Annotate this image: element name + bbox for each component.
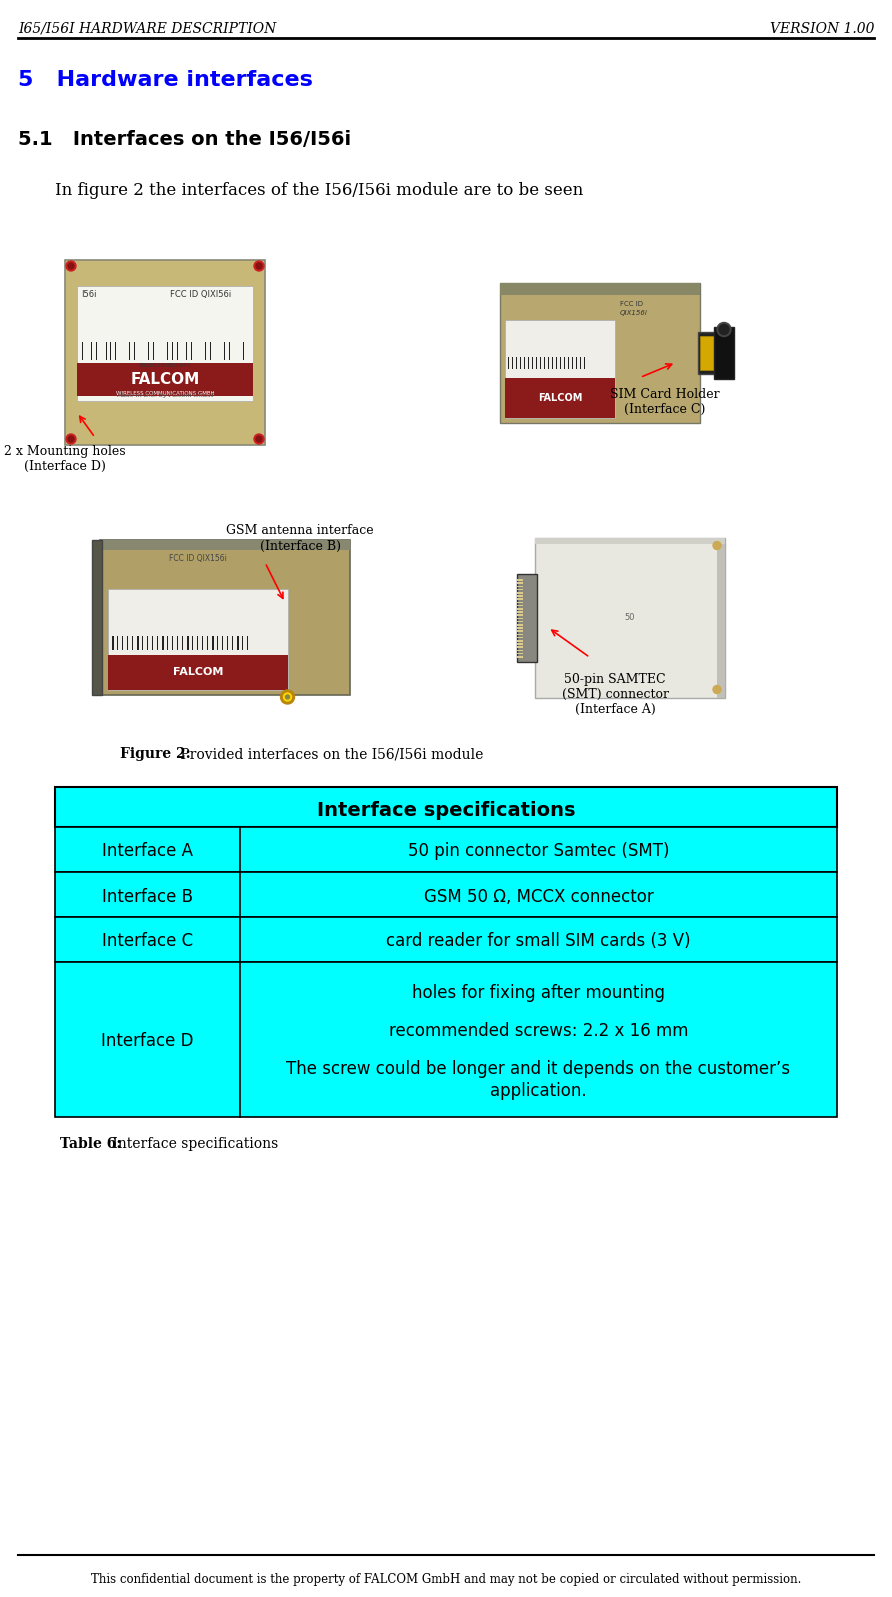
Text: 50-pin SAMTEC
(SMT) connector
(Interface A): 50-pin SAMTEC (SMT) connector (Interface… (561, 672, 668, 715)
Text: GSM 50 Ω, MCCX connector: GSM 50 Ω, MCCX connector (424, 888, 653, 905)
FancyBboxPatch shape (535, 538, 725, 543)
FancyBboxPatch shape (505, 378, 615, 417)
Text: 5.1   Interfaces on the I56/I56i: 5.1 Interfaces on the I56/I56i (18, 129, 351, 149)
Circle shape (66, 434, 76, 444)
Text: In figure 2 the interfaces of the I56/I56i module are to be seen: In figure 2 the interfaces of the I56/I5… (55, 182, 583, 200)
Text: Table 6:: Table 6: (60, 1137, 121, 1151)
Circle shape (713, 685, 721, 693)
Circle shape (256, 264, 262, 268)
Bar (106, 342, 107, 361)
FancyBboxPatch shape (108, 589, 288, 690)
FancyBboxPatch shape (714, 326, 734, 378)
FancyBboxPatch shape (65, 260, 265, 446)
Text: Interface specifications: Interface specifications (317, 800, 575, 819)
Text: WIRELESS COMMUNICATIONS GMBH: WIRELESS COMMUNICATIONS GMBH (116, 391, 214, 396)
Bar (55, 827, 837, 872)
FancyBboxPatch shape (717, 538, 725, 698)
Text: 50 pin connector Samtec (SMT): 50 pin connector Samtec (SMT) (408, 843, 669, 861)
Bar (55, 961, 837, 1116)
Bar (524, 356, 525, 369)
Text: 5   Hardware interfaces: 5 Hardware interfaces (18, 70, 313, 89)
Text: 2 x Mounting holes
(Interface D): 2 x Mounting holes (Interface D) (4, 444, 126, 473)
Circle shape (254, 434, 264, 444)
Text: 89202300051945: 89202300051945 (139, 364, 191, 369)
Circle shape (254, 260, 264, 271)
Text: Interface D: Interface D (102, 1033, 194, 1051)
Text: Interface C: Interface C (102, 933, 193, 950)
Text: FALCOM: FALCOM (173, 668, 223, 677)
Bar (112, 636, 113, 650)
Text: The screw could be longer and it depends on the customer’s: The screw could be longer and it depends… (286, 1060, 790, 1078)
Text: card reader for small SIM cards (3 V): card reader for small SIM cards (3 V) (386, 933, 690, 950)
Bar (237, 636, 238, 650)
Text: recommended screws: 2.2 x 16 mm: recommended screws: 2.2 x 16 mm (389, 1022, 689, 1040)
Text: Interface A: Interface A (102, 843, 193, 861)
Circle shape (713, 541, 721, 549)
FancyBboxPatch shape (517, 573, 537, 661)
Bar (212, 636, 213, 650)
Circle shape (280, 690, 294, 704)
Text: FALCOM: FALCOM (130, 372, 200, 386)
FancyBboxPatch shape (500, 283, 700, 294)
FancyBboxPatch shape (77, 286, 253, 401)
Bar (508, 356, 509, 369)
FancyBboxPatch shape (535, 538, 725, 698)
Text: FALCOM: FALCOM (538, 393, 582, 402)
Text: Provided interfaces on the I56/I56i module: Provided interfaces on the I56/I56i modu… (176, 747, 483, 762)
Text: This confidential document is the property of FALCOM GmbH and may not be copied : This confidential document is the proper… (91, 1573, 801, 1586)
Text: 50: 50 (624, 613, 635, 621)
Text: Interface B: Interface B (102, 888, 193, 905)
FancyBboxPatch shape (100, 540, 350, 695)
Bar (177, 342, 178, 361)
FancyBboxPatch shape (700, 335, 714, 369)
Bar (82, 342, 83, 361)
FancyBboxPatch shape (698, 332, 716, 374)
Bar (187, 636, 188, 650)
FancyBboxPatch shape (108, 655, 288, 690)
Text: QIX156i: QIX156i (620, 310, 648, 316)
Circle shape (66, 260, 76, 271)
Circle shape (256, 436, 262, 442)
Circle shape (719, 324, 729, 334)
Circle shape (68, 264, 74, 268)
FancyBboxPatch shape (92, 540, 102, 695)
Text: application.: application. (491, 1083, 587, 1100)
Text: Made in E.C. by Falcom GmbH: Made in E.C. by Falcom GmbH (116, 393, 214, 398)
Bar (55, 872, 837, 917)
Bar (162, 636, 163, 650)
Bar (556, 356, 558, 369)
Circle shape (68, 436, 74, 442)
FancyBboxPatch shape (505, 319, 615, 417)
Text: FCC ID QIX156i: FCC ID QIX156i (169, 554, 227, 564)
Circle shape (717, 323, 731, 337)
FancyBboxPatch shape (500, 283, 700, 423)
Text: holes for fixing after mounting: holes for fixing after mounting (412, 984, 665, 1001)
Text: GSM antenna interface
(Interface B): GSM antenna interface (Interface B) (227, 524, 374, 553)
Circle shape (284, 693, 292, 701)
Text: FCC ID QIXI56i: FCC ID QIXI56i (170, 291, 231, 299)
Bar (201, 342, 202, 361)
FancyBboxPatch shape (77, 364, 253, 396)
Text: FCC ID: FCC ID (620, 300, 643, 307)
Bar (137, 636, 138, 650)
Text: Interface specifications: Interface specifications (108, 1137, 278, 1151)
Bar (153, 342, 154, 361)
Bar (540, 356, 541, 369)
Text: Figure 2:: Figure 2: (120, 747, 191, 762)
Bar (55, 787, 837, 827)
Bar (572, 356, 574, 369)
Text: I56i: I56i (81, 291, 96, 299)
Circle shape (285, 695, 290, 699)
Bar (224, 342, 225, 361)
Bar (129, 342, 130, 361)
Text: VERSION 1.00: VERSION 1.00 (770, 22, 874, 37)
FancyBboxPatch shape (100, 540, 350, 549)
Text: SIM Card Holder
(Interface C): SIM Card Holder (Interface C) (610, 388, 720, 415)
Text: I65/I56I HARDWARE DESCRIPTION: I65/I56I HARDWARE DESCRIPTION (18, 22, 277, 37)
Bar (55, 917, 837, 961)
